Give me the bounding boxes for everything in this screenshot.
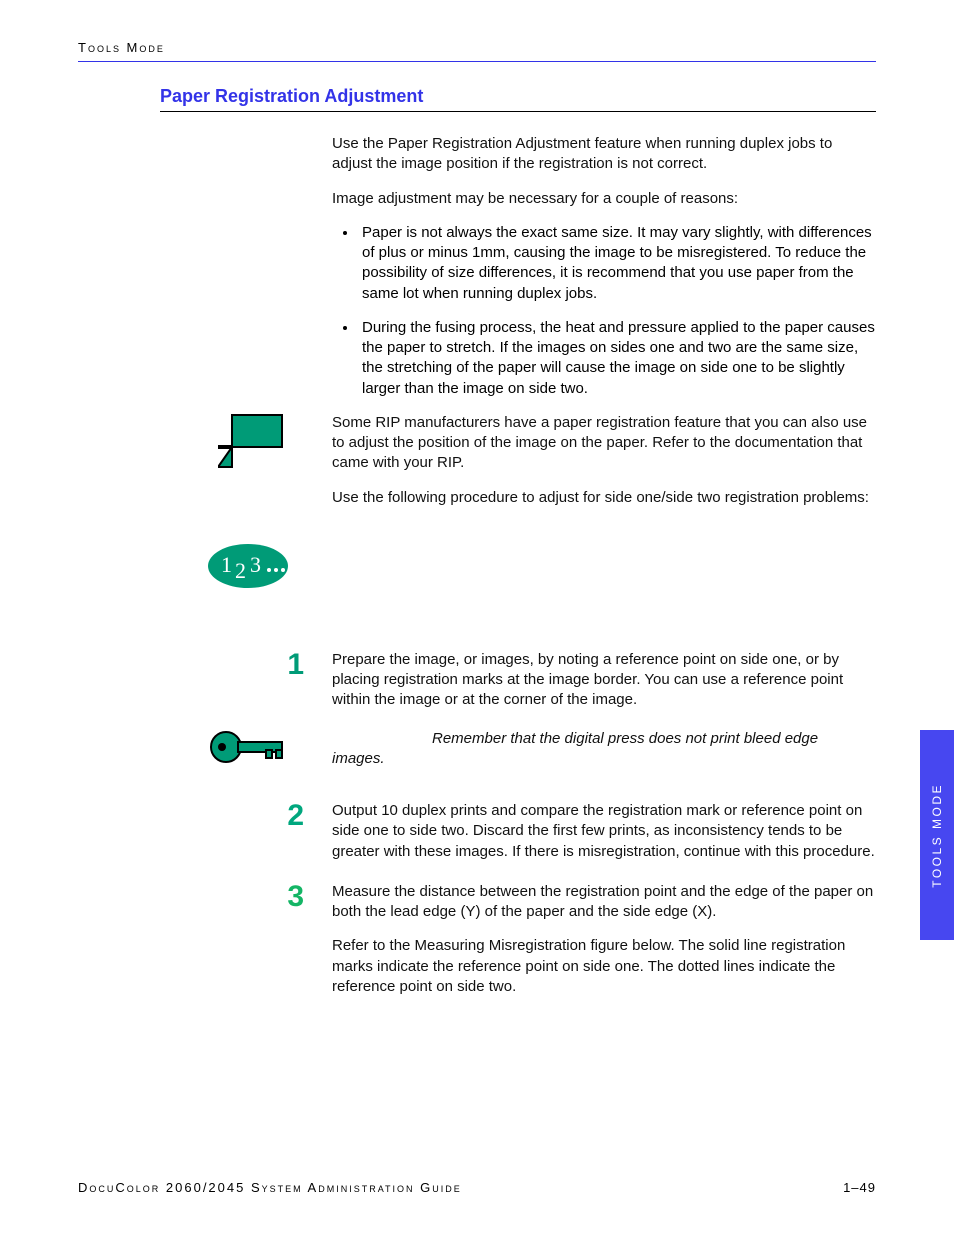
key-note-para: Remember that the digital press does not… (332, 729, 876, 770)
step-2-para: Output 10 duplex prints and compare the … (332, 801, 876, 862)
side-tab: TOOLS MODE (920, 730, 954, 940)
step-3-para-b: Refer to the Measuring Misregistration f… (332, 936, 876, 997)
header-rule (78, 61, 876, 62)
section-heading: Paper Registration Adjustment (160, 86, 876, 107)
footer-page: 1–49 (843, 1180, 876, 1195)
step-1-num: 1 (78, 650, 332, 680)
intro-block: Use the Paper Registration Adjustment fe… (332, 134, 876, 399)
step-3-text: Measure the distance between the registr… (332, 882, 876, 1011)
key-icon (208, 729, 290, 765)
intro-p2: Image adjustment may be necessary for a … (332, 189, 876, 209)
heading-rule (160, 111, 876, 112)
step-2-row: 2 Output 10 duplex prints and compare th… (78, 801, 876, 876)
note-icon-cell (78, 413, 332, 471)
key-note-lead: Remember that the digital press does not… (432, 730, 818, 747)
svg-text:3: 3 (250, 552, 261, 577)
step-3-para-a: Measure the distance between the registr… (332, 882, 876, 923)
running-header: Tools Mode (78, 40, 876, 55)
steps-icon-row: 1 2 3 (78, 542, 876, 590)
key-icon-cell (78, 729, 332, 765)
svg-text:2: 2 (235, 558, 246, 583)
side-tab-text: TOOLS MODE (930, 783, 944, 888)
step-3-num: 3 (78, 882, 332, 912)
footer-left: DocuColor 2060/2045 System Administratio… (78, 1180, 462, 1195)
flag-icon (218, 413, 288, 471)
step-1-text: Prepare the image, or images, by noting … (332, 650, 876, 725)
intro-p1: Use the Paper Registration Adjustment fe… (332, 134, 876, 175)
note-row: Some RIP manufacturers have a paper regi… (78, 413, 876, 522)
svg-text:1: 1 (221, 552, 232, 577)
step-2-num: 2 (78, 801, 332, 831)
running-header-text: Tools Mode (78, 40, 165, 55)
steps-123-icon: 1 2 3 (208, 542, 298, 590)
step-3-row: 3 Measure the distance between the regis… (78, 882, 876, 1011)
note-text: Some RIP manufacturers have a paper regi… (332, 413, 876, 522)
key-note-text: Remember that the digital press does not… (332, 729, 876, 784)
note-p1: Some RIP manufacturers have a paper regi… (332, 413, 876, 474)
bullet-list: Paper is not always the exact same size.… (358, 223, 876, 399)
step-2-text: Output 10 duplex prints and compare the … (332, 801, 876, 876)
bullet-1: Paper is not always the exact same size.… (358, 223, 876, 304)
step-1-para: Prepare the image, or images, by noting … (332, 650, 876, 711)
key-note-row: Remember that the digital press does not… (78, 729, 876, 784)
steps-icon-cell: 1 2 3 (78, 542, 332, 590)
bullet-2: During the fusing process, the heat and … (358, 318, 876, 399)
footer: DocuColor 2060/2045 System Administratio… (78, 1180, 876, 1195)
note-p2: Use the following procedure to adjust fo… (332, 488, 876, 508)
step-1-row: 1 Prepare the image, or images, by notin… (78, 650, 876, 725)
key-note-tail: images. (332, 750, 385, 767)
